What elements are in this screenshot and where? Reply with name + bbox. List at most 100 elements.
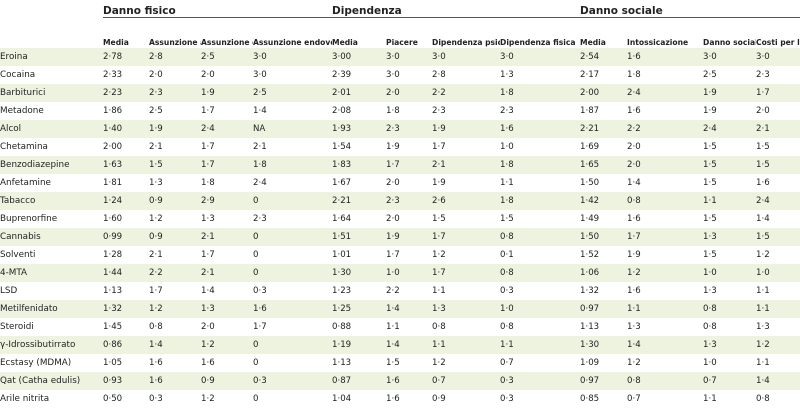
table-cell: 1·7 bbox=[386, 246, 433, 264]
table-cell: 3·00 bbox=[332, 48, 387, 66]
table-cell: 1·3 bbox=[149, 174, 201, 192]
table-cell: 0·1 bbox=[500, 246, 581, 264]
table-cell: 2·4 bbox=[627, 84, 704, 102]
table-cell: 2·54 bbox=[580, 48, 628, 66]
table-cell: 1·3 bbox=[703, 336, 757, 354]
table-cell: 1·30 bbox=[332, 264, 387, 282]
table-row: Barbiturici 2·23 2·3 1·9 2·5 2·01 2·0 2·2 1·8 2·0… bbox=[0, 84, 800, 102]
table-row: Tabacco 1·24 0·9 2·9 0 2·21 2·3 2·6 1·8 1·42 0·8 1·… bbox=[0, 192, 800, 210]
column-header: Assunzione cronica bbox=[201, 38, 253, 48]
table-cell: 2·1 bbox=[253, 138, 333, 156]
table-cell: 0·8 bbox=[149, 318, 201, 336]
table-cell: 1·6 bbox=[149, 372, 201, 390]
substance-name: Arile nitrita bbox=[0, 390, 103, 408]
table-cell: 1·9 bbox=[627, 246, 704, 264]
table-row: LSD 1·13 1·7 1·4 0·3 1·23 2·2 1·1 0·3 1·32 1·6 1·3 1… bbox=[0, 282, 800, 300]
table-cell: 1·9 bbox=[386, 138, 433, 156]
column-header: Assunzione acuta bbox=[149, 38, 201, 48]
table-cell: 1·51 bbox=[332, 228, 387, 246]
table-cell: 1·93 bbox=[332, 120, 387, 138]
table-cell: 1·65 bbox=[580, 156, 628, 174]
table-row: Chetamina 2·00 2·1 1·7 2·1 1·54 1·9 1·7 1·0 1·69 2… bbox=[0, 138, 800, 156]
table-cell: 1·50 bbox=[580, 174, 628, 192]
table-cell: 1·4 bbox=[386, 336, 433, 354]
table-cell: 1·6 bbox=[386, 372, 433, 390]
table-cell: 1·9 bbox=[386, 228, 433, 246]
table-cell: 0·7 bbox=[500, 354, 581, 372]
table-cell: 1·5 bbox=[703, 138, 757, 156]
table-row: Metadone 1·86 2·5 1·7 1·4 2·08 1·8 2·3 2·3 1·87 1·… bbox=[0, 102, 800, 120]
table-cell: 1·4 bbox=[386, 300, 433, 318]
column-header-blank bbox=[0, 18, 103, 49]
table-cell: 2·00 bbox=[580, 84, 628, 102]
table-cell: 1·1 bbox=[386, 318, 433, 336]
table-cell: 1·7 bbox=[432, 264, 501, 282]
table-cell: 1·3 bbox=[201, 300, 253, 318]
table-cell: 3·0 bbox=[253, 66, 333, 84]
table-cell: 1·4 bbox=[149, 336, 201, 354]
table-cell: 0·7 bbox=[432, 372, 501, 390]
table-cell: 1·7 bbox=[201, 138, 253, 156]
table-cell: 0·3 bbox=[253, 372, 333, 390]
table-cell: 1·4 bbox=[756, 372, 800, 390]
table-cell: 1·69 bbox=[580, 138, 628, 156]
table-cell: 1·6 bbox=[201, 354, 253, 372]
table-row: Ecstasy (MDMA) 1·05 1·6 1·6 0 1·13 1·5 1·2 0·7 1·… bbox=[0, 354, 800, 372]
table-row: Qat (Catha edulis) 0·93 1·6 0·9 0·3 0·87 1·6 0·… bbox=[0, 372, 800, 390]
table-cell: 2·0 bbox=[386, 174, 433, 192]
table-cell: 3·0 bbox=[432, 48, 501, 66]
table-cell: 1·06 bbox=[580, 264, 628, 282]
column-header: Media bbox=[332, 38, 358, 48]
table-row: Benzodiazepine 1·63 1·5 1·7 1·8 1·83 1·7 2·1 1·8… bbox=[0, 156, 800, 174]
table-cell: 1·42 bbox=[580, 192, 628, 210]
table-cell: 1·3 bbox=[201, 210, 253, 228]
table-cell: 2·5 bbox=[253, 84, 333, 102]
table-cell: 1·9 bbox=[149, 120, 201, 138]
table-cell: 0·3 bbox=[500, 372, 581, 390]
substance-name: 4-MTA bbox=[0, 264, 103, 282]
table-cell: 2·33 bbox=[103, 66, 149, 84]
table-cell: 2·8 bbox=[432, 66, 501, 84]
table-cell: 3·0 bbox=[756, 48, 800, 66]
table-cell: 0·50 bbox=[103, 390, 149, 408]
substance-name: LSD bbox=[0, 282, 103, 300]
column-header: Media bbox=[580, 38, 606, 48]
table-cell: 3·0 bbox=[386, 66, 433, 84]
table-cell: 2·0 bbox=[756, 102, 800, 120]
table-cell: 2·0 bbox=[386, 84, 433, 102]
table-cell: 2·0 bbox=[627, 156, 704, 174]
table-row: Anfetamine 1·81 1·3 1·8 2·4 1·67 2·0 1·9 1·1 1·50… bbox=[0, 174, 800, 192]
table-cell: 1·4 bbox=[756, 210, 800, 228]
table-cell: 2·78 bbox=[103, 48, 149, 66]
table-cell: 1·3 bbox=[703, 282, 757, 300]
table-cell: 2·1 bbox=[149, 138, 201, 156]
table-cell: 0·9 bbox=[201, 372, 253, 390]
group-header-blank bbox=[0, 0, 103, 18]
substance-name: Alcol bbox=[0, 120, 103, 138]
table-cell: 0 bbox=[253, 336, 333, 354]
substance-name: Chetamina bbox=[0, 138, 103, 156]
substance-name: Tabacco bbox=[0, 192, 103, 210]
table-cell: 1·05 bbox=[103, 354, 149, 372]
group-header-dipendenza: Dipendenza bbox=[332, 0, 581, 18]
table-cell: 0 bbox=[253, 354, 333, 372]
table-cell: 1·67 bbox=[332, 174, 387, 192]
table-cell: 0 bbox=[253, 264, 333, 282]
table-row: Steroidi 1·45 0·8 2·0 1·7 0·88 1·1 0·8 0·8 1·13 1·… bbox=[0, 318, 800, 336]
table-cell: 1·49 bbox=[580, 210, 628, 228]
table-cell: 0·8 bbox=[703, 318, 757, 336]
table-cell: 1·19 bbox=[332, 336, 387, 354]
table-cell: 1·4 bbox=[253, 102, 333, 120]
table-cell: 2·5 bbox=[201, 48, 253, 66]
table-cell: 2·23 bbox=[103, 84, 149, 102]
table-cell: 0·85 bbox=[580, 390, 628, 408]
table-cell: 1·81 bbox=[103, 174, 149, 192]
table-cell: 0·9 bbox=[149, 228, 201, 246]
table-cell: 0·3 bbox=[500, 282, 581, 300]
table-cell: 1·2 bbox=[627, 264, 704, 282]
table-cell: 1·5 bbox=[756, 228, 800, 246]
table-cell: 1·5 bbox=[703, 174, 757, 192]
table-cell: 3·0 bbox=[500, 48, 581, 66]
table-cell: 1·24 bbox=[103, 192, 149, 210]
